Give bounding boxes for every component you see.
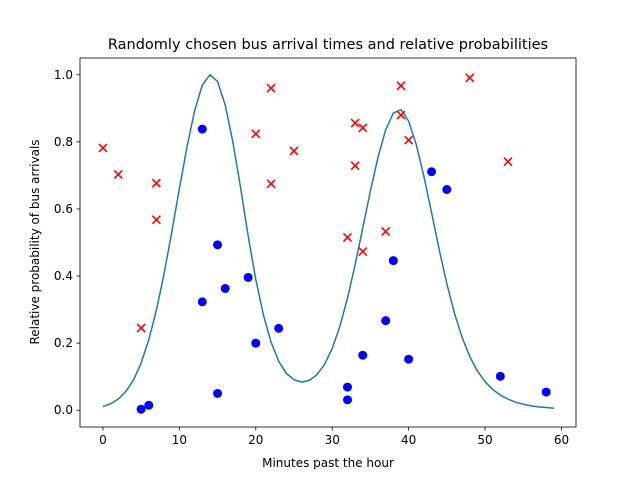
accepted-point-4: [213, 240, 223, 250]
rejected-point-19: [503, 157, 513, 167]
rejected-point-1: [113, 169, 123, 179]
rejected-point-15: [396, 81, 406, 91]
rejected-point-18: [465, 73, 475, 83]
y-axis-label: Relative probability of bus arrivals: [28, 139, 42, 344]
accepted-point-13: [381, 316, 391, 326]
accepted-point-10: [342, 382, 352, 392]
rejected-point-7: [266, 179, 276, 189]
y-tick-label: 0.6: [54, 202, 73, 216]
x-tick-label: 50: [477, 433, 492, 447]
accepted-point-9: [274, 323, 284, 333]
accepted-point-8: [251, 338, 261, 348]
x-tick-label: 0: [99, 433, 107, 447]
rejected-point-13: [358, 246, 368, 257]
rejected-point-16: [396, 110, 406, 120]
rejected-point-10: [350, 118, 360, 128]
accepted-point-3: [197, 297, 207, 307]
accepted-point-15: [404, 354, 414, 364]
accepted-point-18: [495, 371, 505, 381]
accepted-point-12: [358, 350, 368, 360]
rejected-point-12: [358, 123, 368, 133]
accepted-point-2: [197, 124, 207, 134]
probability-curve: [102, 73, 554, 409]
plot-frame: [79, 57, 577, 428]
accepted-point-5: [213, 388, 223, 398]
accepted-point-19: [541, 387, 551, 397]
y-tick-label: 1.0: [54, 68, 73, 82]
accepted-point-11: [342, 395, 352, 405]
rejected-point-6: [266, 83, 276, 93]
rejected-point-9: [342, 232, 353, 243]
x-tick-label: 20: [248, 433, 263, 447]
rejected-point-3: [151, 178, 161, 188]
accepted-point-1: [144, 400, 154, 410]
accepted-point-14: [388, 256, 398, 266]
accepted-point-0: [136, 404, 146, 414]
accepted-point-17: [442, 184, 452, 194]
rejected-point-11: [350, 161, 360, 171]
x-tick-label: 30: [325, 433, 340, 447]
x-tick-label: 40: [401, 433, 416, 447]
accepted-point-16: [427, 167, 437, 177]
plot-area: 0 10 20 30 40 50 60 0.0 0.2 0.4 0.6 0.8 1.0: [54, 57, 577, 447]
accepted-point-7: [243, 272, 253, 282]
y-tick-label: 0.8: [54, 135, 73, 149]
x-tick-label: 60: [554, 433, 569, 447]
chart-title: Randomly chosen bus arrival times and re…: [108, 37, 548, 53]
y-tick-label: 0.2: [54, 336, 73, 350]
rejected-point-5: [251, 129, 261, 139]
rejected-point-8: [289, 146, 299, 156]
rejected-point-17: [404, 135, 414, 145]
y-tick-label: 0.0: [54, 403, 73, 417]
rejected-point-4: [151, 215, 161, 225]
rejected-point-14: [381, 226, 391, 236]
rejected-point-2: [136, 323, 146, 333]
rejected-point-0: [98, 143, 108, 153]
accepted-point-6: [220, 283, 230, 293]
x-tick-label: 10: [172, 433, 187, 447]
y-tick-label: 0.4: [54, 269, 73, 283]
x-axis-label: Minutes past the hour: [262, 456, 394, 470]
